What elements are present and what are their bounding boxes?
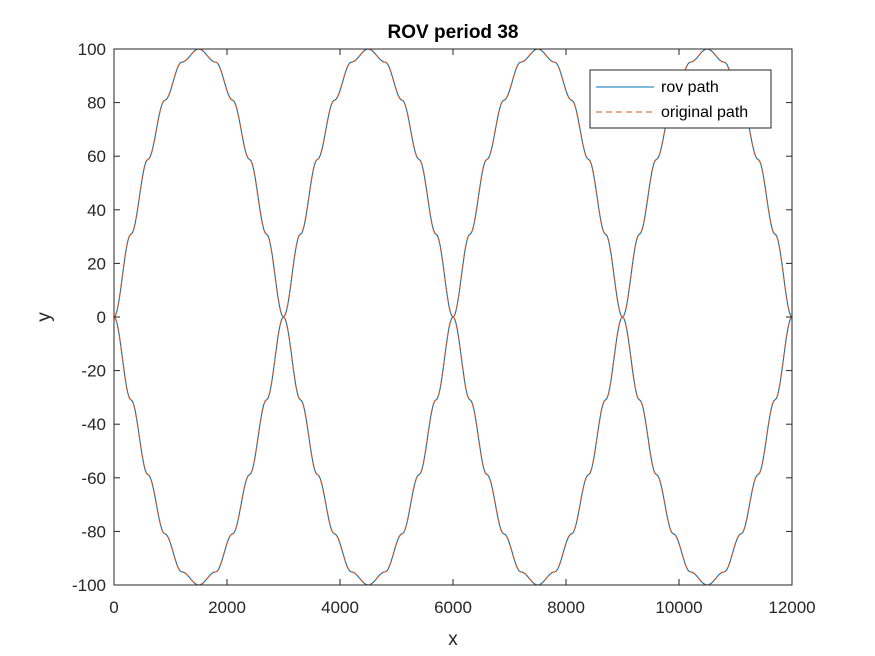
x-tick-label: 10000: [655, 598, 702, 617]
y-tick-label: -80: [81, 522, 106, 541]
x-tick-label: 0: [109, 598, 118, 617]
x-tick-label: 4000: [321, 598, 359, 617]
legend-box: [589, 69, 772, 129]
x-tick-label: 2000: [208, 598, 246, 617]
legend-label-1: rov path: [661, 79, 719, 96]
series-line-original-path-2: [113, 48, 793, 586]
y-axis-label: y: [34, 312, 55, 322]
y-tick-label: 0: [97, 308, 106, 327]
y-tick-label: -40: [81, 415, 106, 434]
tick-layer: 0 2000 4000 6000 8000 10000 12000 -100 -80 -60 -40…: [72, 40, 816, 617]
x-tick-label: 12000: [768, 598, 815, 617]
legend: rov path original path: [589, 69, 772, 129]
x-tick-label: 6000: [434, 598, 472, 617]
y-tick-label: -20: [81, 362, 106, 381]
y-tick-label: 60: [87, 147, 106, 166]
y-tick-label: 40: [87, 201, 106, 220]
legend-label-2: original path: [661, 104, 748, 121]
x-tick-label: 8000: [547, 598, 585, 617]
y-tick-label: 20: [87, 254, 106, 273]
y-tick-label: -60: [81, 469, 106, 488]
chart-title: ROV period 38: [388, 22, 519, 43]
x-axis-label: x: [448, 629, 458, 650]
y-tick-label: 80: [87, 94, 106, 113]
y-tick-label: -100: [72, 576, 106, 595]
y-tick-label: 100: [78, 40, 106, 59]
series-layer: [113, 48, 793, 586]
